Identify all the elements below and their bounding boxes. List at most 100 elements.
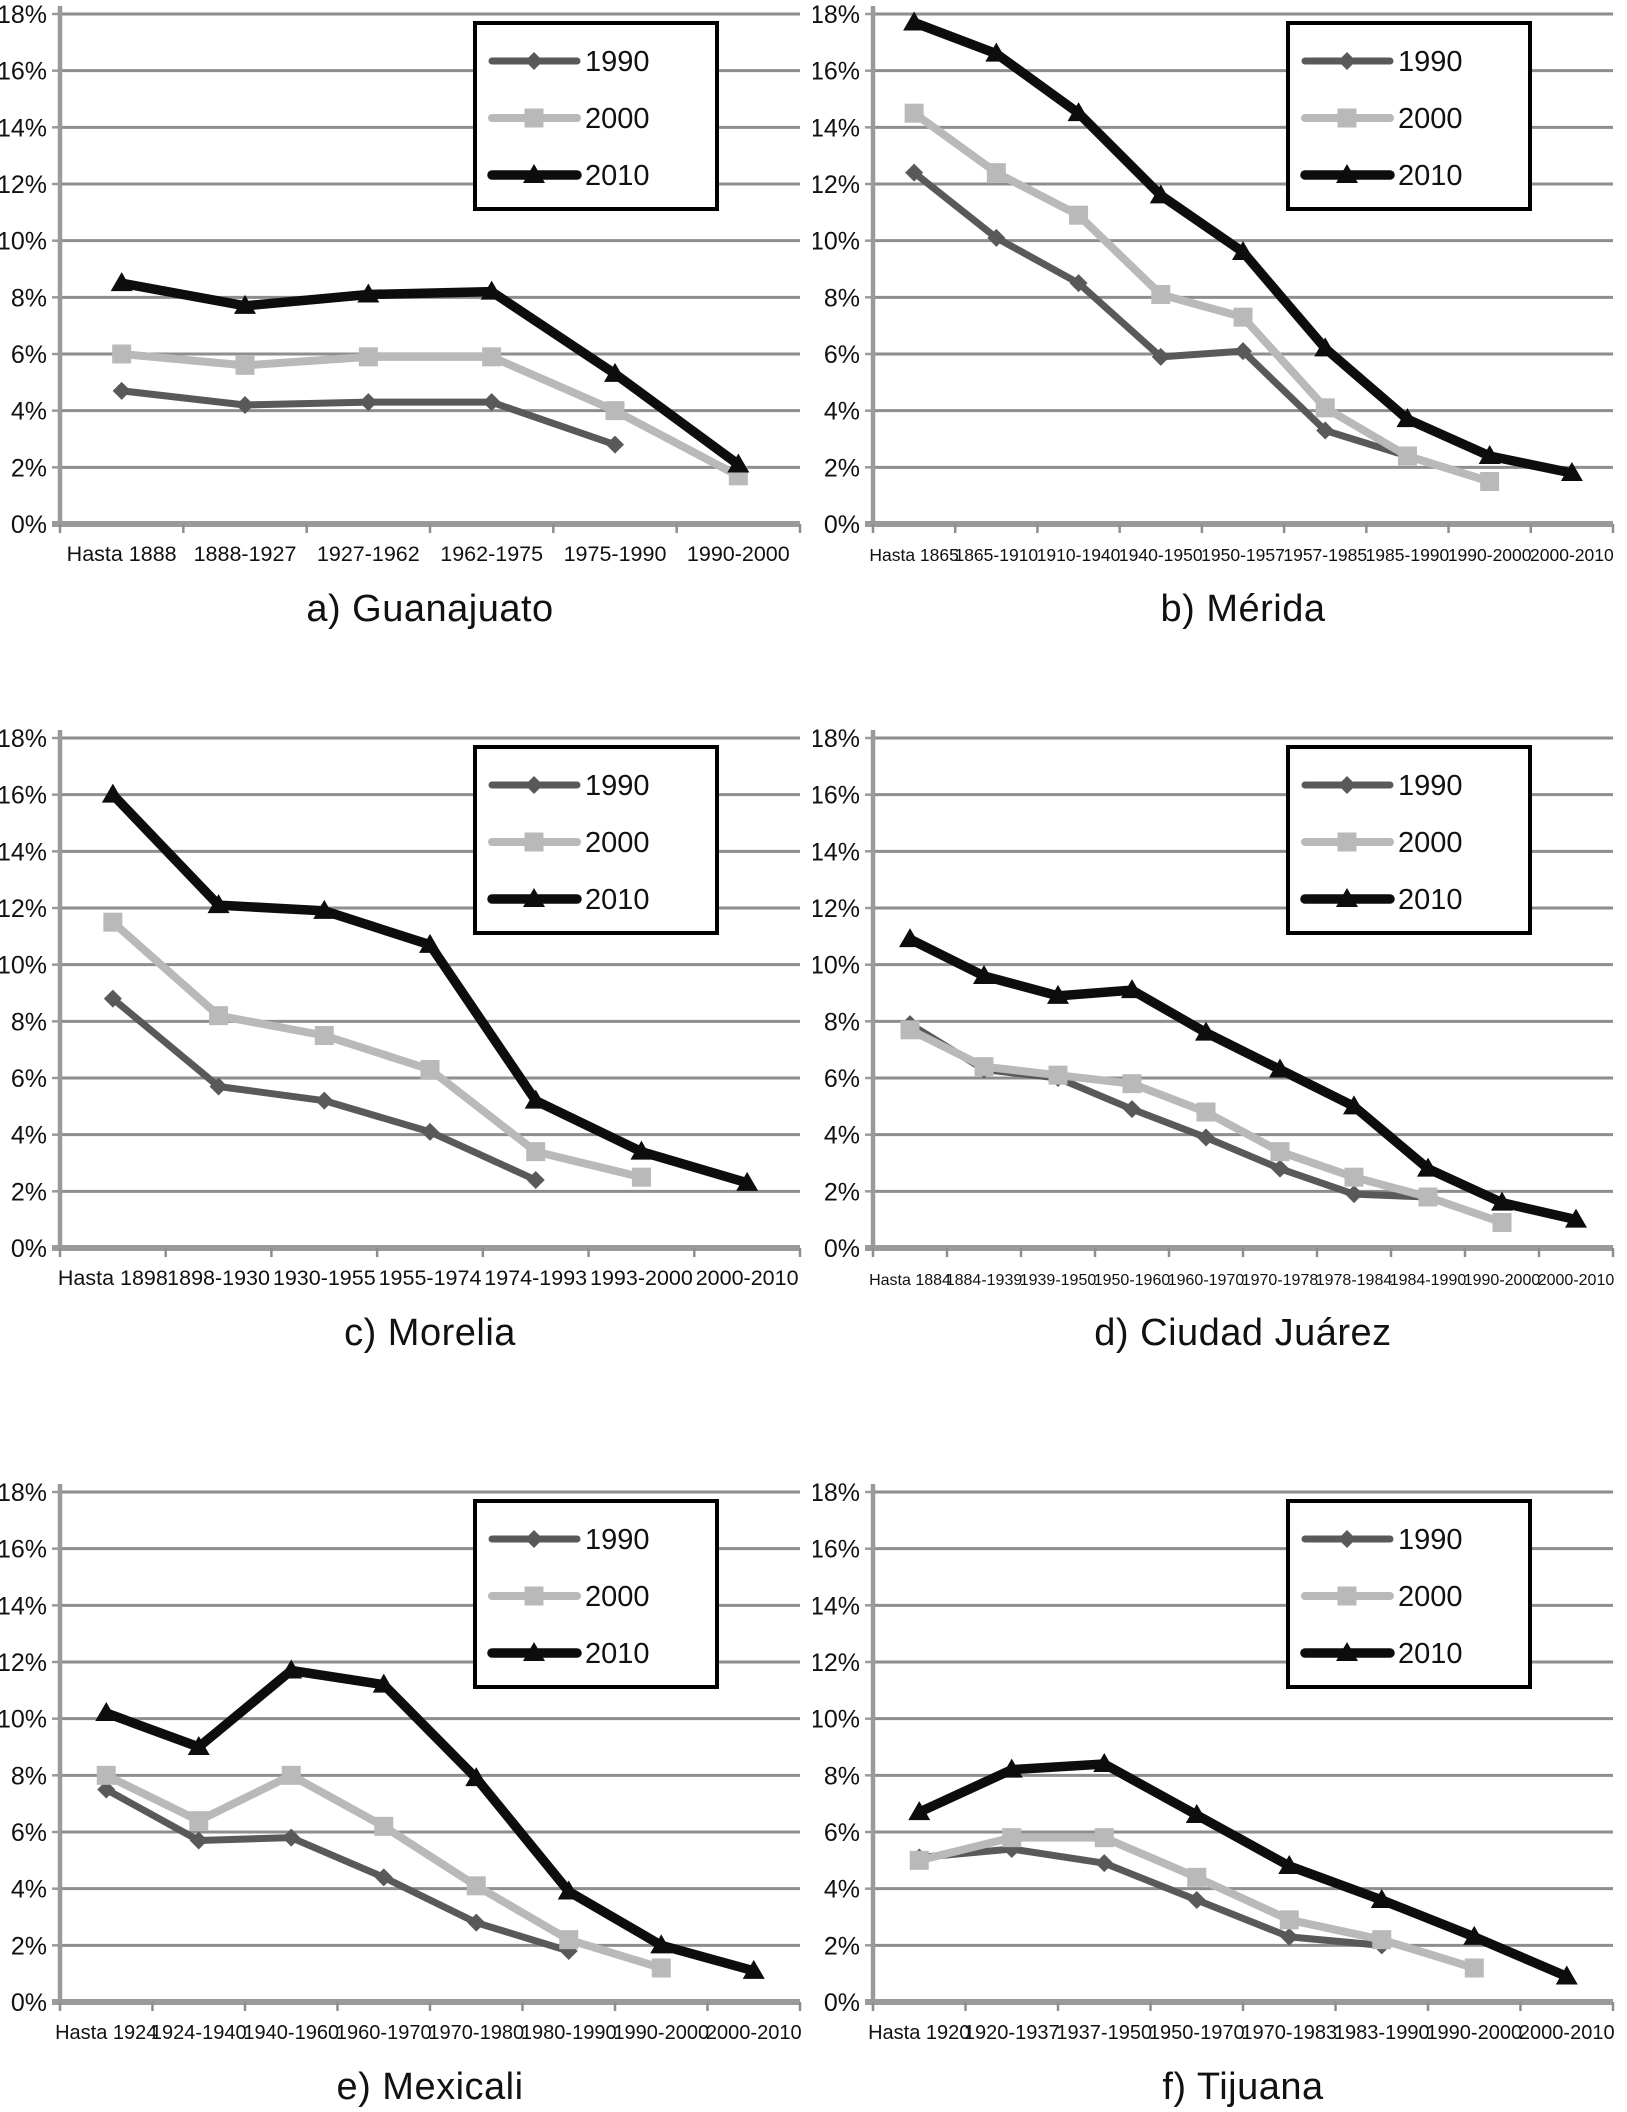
legend-label: 2010 bbox=[1398, 884, 1463, 916]
marker-triangle-2010 bbox=[234, 294, 256, 314]
x-axis-tick-label: 1990-2000 bbox=[1448, 545, 1532, 565]
marker-triangle-2010 bbox=[908, 1801, 931, 1821]
legend-label: 2010 bbox=[585, 160, 650, 192]
marker-square-2000 bbox=[909, 1850, 929, 1870]
marker-square-2000 bbox=[1094, 1828, 1114, 1848]
x-axis-tick-label: Hasta 1898 bbox=[58, 1266, 168, 1290]
marker-triangle-2010 bbox=[187, 1736, 210, 1755]
y-axis-tick-label: 10% bbox=[0, 228, 47, 256]
chart-canvas-guanajuato: 0% 2% 4% 6% 8% 10% 12% 14% 16% 18% Hasta 1888 1888-… bbox=[0, 0, 813, 586]
legend-marker-triangle-2010 bbox=[1336, 888, 1358, 907]
marker-square-2000 bbox=[1002, 1828, 1022, 1848]
y-axis-tick-label: 0% bbox=[11, 1235, 47, 1263]
legend-marker-triangle-2010 bbox=[523, 888, 545, 907]
marker-triangle-2010 bbox=[313, 899, 336, 919]
marker-square-2000 bbox=[559, 1930, 579, 1950]
y-axis-tick-label: 4% bbox=[11, 398, 47, 426]
marker-triangle-2010 bbox=[1396, 408, 1419, 428]
legend-marker-diamond-1990 bbox=[525, 776, 543, 794]
chart-cell-ciudad-juarez: 0% 2% 4% 6% 8% 10% 12% 14% 16% 18% Hasta 1884 1884-… bbox=[813, 704, 1627, 1408]
series-line-2010 bbox=[101, 1665, 759, 1976]
legend-label: 2000 bbox=[585, 1581, 650, 1613]
legend-label: 2000 bbox=[1398, 103, 1463, 135]
y-axis-tick-label: 14% bbox=[0, 114, 47, 142]
y-axis-tick-label: 8% bbox=[11, 1008, 47, 1036]
y-axis-tick-label: 6% bbox=[11, 1065, 47, 1093]
legend-marker-triangle-2010 bbox=[523, 164, 545, 183]
y-axis-tick-label: 2% bbox=[824, 1178, 860, 1206]
marker-square-2000 bbox=[900, 1020, 920, 1040]
marker-triangle-2010 bbox=[280, 1659, 303, 1679]
marker-triangle-2010 bbox=[1232, 241, 1254, 260]
marker-diamond-1990 bbox=[1151, 347, 1170, 366]
chart-canvas-tijuana: 0% 2% 4% 6% 8% 10% 12% 14% 16% 18% Hasta 1920 1920-… bbox=[813, 1478, 1626, 2064]
chart-cell-mexicali: 0% 2% 4% 6% 8% 10% 12% 14% 16% 18% Hasta 1924 1924-… bbox=[0, 1408, 813, 2112]
marker-triangle-2010 bbox=[1269, 1058, 1291, 1078]
marker-square-2000 bbox=[281, 1765, 301, 1785]
legend-marker-diamond-1990 bbox=[1338, 52, 1356, 70]
marker-diamond-1990 bbox=[1271, 1159, 1289, 1178]
line-chart: 0% 2% 4% 6% 8% 10% 12% 14% 16% 18% Hasta 18841884-… bbox=[813, 725, 1614, 1289]
x-axis-tick-label: 1927-1962 bbox=[317, 542, 420, 566]
marker-diamond-1990 bbox=[1316, 421, 1335, 440]
y-axis-tick-label: 8% bbox=[11, 1762, 47, 1790]
marker-triangle-2010 bbox=[903, 11, 926, 31]
y-axis-tick-label: 18% bbox=[813, 1, 860, 29]
y-axis-tick-label: 18% bbox=[813, 725, 860, 753]
legend-label: 2000 bbox=[585, 103, 650, 135]
marker-triangle-2010 bbox=[1555, 1965, 1578, 1985]
marker-triangle-2010 bbox=[1314, 337, 1337, 357]
legend-marker-square-2000 bbox=[524, 832, 544, 852]
y-axis-tick-label: 16% bbox=[0, 782, 47, 810]
chart-canvas-merida: 0% 2% 4% 6% 8% 10% 12% 14% 16% 18% Hasta 1865 1865-… bbox=[813, 0, 1626, 586]
y-axis-tick-label: 10% bbox=[813, 1706, 860, 1734]
legend-label: 1990 bbox=[585, 770, 650, 802]
y-axis-tick-label: 6% bbox=[824, 1819, 860, 1847]
marker-triangle-2010 bbox=[1278, 1855, 1301, 1874]
marker-square-2000 bbox=[986, 163, 1006, 183]
marker-triangle-2010 bbox=[1491, 1191, 1513, 1211]
x-axis-tick-label: 2000-2010 bbox=[1519, 2022, 1615, 2044]
legend-label: 2010 bbox=[1398, 160, 1463, 192]
marker-square-2000 bbox=[1187, 1867, 1207, 1887]
y-axis-tick-label: 2% bbox=[824, 1932, 860, 1960]
x-axis-tick-label: 1950-1957 bbox=[1201, 545, 1285, 565]
marker-square-2000 bbox=[209, 1006, 229, 1026]
marker-diamond-1990 bbox=[97, 1780, 116, 1799]
x-axis-tick-label: 1960-1970 bbox=[1168, 1272, 1245, 1289]
y-axis-tick-label: 12% bbox=[0, 895, 47, 923]
y-axis-tick-label: 4% bbox=[824, 1876, 860, 1904]
legend-label: 2000 bbox=[1398, 827, 1463, 859]
marker-square-2000 bbox=[1418, 1187, 1438, 1207]
marker-square-2000 bbox=[482, 347, 502, 367]
y-axis-tick-label: 6% bbox=[824, 341, 860, 369]
y-axis-tick-label: 4% bbox=[11, 1876, 47, 1904]
marker-square-2000 bbox=[112, 344, 132, 364]
marker-diamond-1990 bbox=[1345, 1185, 1363, 1204]
y-axis-tick-label: 14% bbox=[813, 838, 860, 866]
x-axis-tick-label: 1970-1980 bbox=[428, 2022, 524, 2044]
marker-square-2000 bbox=[526, 1142, 546, 1162]
legend-marker-triangle-2010 bbox=[1336, 1642, 1358, 1661]
marker-triangle-2010 bbox=[207, 894, 230, 914]
legend-label: 2000 bbox=[585, 827, 650, 859]
marker-square-2000 bbox=[1196, 1102, 1216, 1122]
legend-label: 1990 bbox=[585, 46, 650, 78]
y-axis-tick-label: 10% bbox=[813, 228, 860, 256]
marker-triangle-2010 bbox=[1463, 1925, 1486, 1945]
x-axis-tick-label: 1990-2000 bbox=[613, 2022, 709, 2044]
chart-title-guanajuato: a) Guanajuato bbox=[306, 588, 554, 630]
marker-diamond-1990 bbox=[905, 163, 924, 182]
x-axis-tick-label: 1955-1974 bbox=[379, 1266, 482, 1290]
y-axis-tick-label: 2% bbox=[11, 1932, 47, 1960]
marker-triangle-2010 bbox=[604, 362, 626, 382]
chart-cell-merida: 0% 2% 4% 6% 8% 10% 12% 14% 16% 18% Hasta 1865 1865-… bbox=[813, 0, 1627, 704]
marker-diamond-1990 bbox=[315, 1091, 334, 1110]
marker-diamond-1990 bbox=[374, 1868, 393, 1887]
x-axis-tick-label: 1984-1990 bbox=[1390, 1272, 1467, 1289]
x-axis-tick-label: 1970-1978 bbox=[1242, 1272, 1319, 1289]
marker-triangle-2010 bbox=[1000, 1758, 1023, 1778]
x-axis-tick-label: 1978-1984 bbox=[1316, 1272, 1393, 1289]
marker-diamond-1990 bbox=[236, 396, 254, 414]
y-axis-tick-label: 10% bbox=[0, 952, 47, 980]
